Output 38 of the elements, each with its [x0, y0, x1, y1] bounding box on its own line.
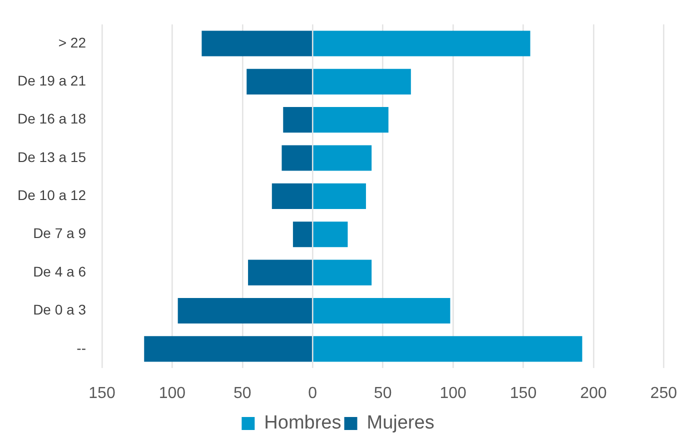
bar — [282, 145, 312, 171]
y-tick-label: De 4 a 6 — [33, 263, 86, 280]
legend-label: Mujeres — [366, 412, 434, 434]
bar — [313, 222, 348, 248]
x-tick-label: 150 — [88, 385, 116, 402]
y-tick-label: De 0 a 3 — [33, 302, 86, 318]
bar — [313, 68, 411, 94]
x-tick-label: 200 — [580, 385, 607, 402]
bar — [313, 107, 388, 133]
bar — [313, 336, 582, 362]
bar — [313, 298, 450, 324]
x-tick-label: 50 — [374, 385, 392, 402]
bar — [292, 222, 312, 248]
x-tick-label: 100 — [158, 385, 186, 402]
x-tick-label: 150 — [510, 385, 537, 402]
bar — [202, 30, 312, 56]
bar — [246, 68, 312, 94]
bar — [313, 145, 372, 171]
x-tick-label: 50 — [234, 385, 252, 402]
bar — [178, 298, 312, 324]
y-tick-label: -- — [76, 340, 86, 356]
x-tick-label: 250 — [650, 385, 678, 402]
x-tick-label: 100 — [440, 385, 466, 402]
y-tick-label: De 19 a 21 — [18, 72, 86, 89]
bar — [272, 183, 312, 209]
y-tick-label: De 7 a 9 — [33, 225, 86, 242]
bar — [283, 107, 312, 133]
x-tick-label: 0 — [308, 385, 318, 402]
y-tick-label: De 13 a 15 — [18, 148, 86, 165]
legend-label: Hombres — [264, 412, 342, 434]
bar — [144, 336, 312, 362]
y-tick-label: > 22 — [58, 34, 86, 50]
bar — [248, 260, 312, 286]
bar — [313, 260, 372, 286]
bar — [313, 30, 530, 56]
bar — [313, 183, 366, 209]
y-tick-label: De 16 a 18 — [18, 110, 86, 127]
y-tick-label: De 10 a 12 — [18, 187, 86, 204]
